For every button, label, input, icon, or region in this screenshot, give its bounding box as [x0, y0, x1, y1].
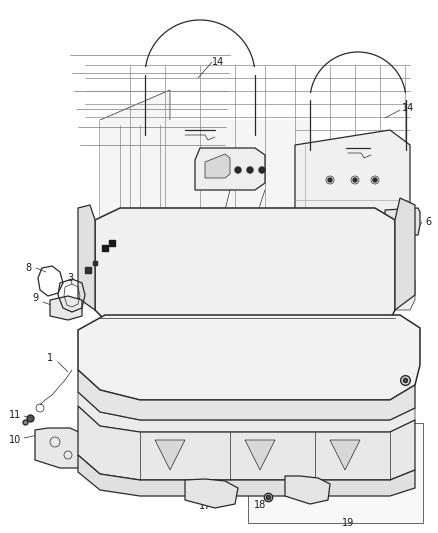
Text: 12: 12 — [349, 285, 361, 295]
Text: 10: 10 — [9, 435, 21, 445]
Text: 11: 11 — [9, 410, 21, 420]
Polygon shape — [205, 154, 230, 178]
Text: 2: 2 — [97, 313, 103, 323]
Circle shape — [362, 292, 368, 298]
Circle shape — [259, 167, 265, 173]
Text: 17: 17 — [199, 501, 211, 511]
Text: 16: 16 — [149, 448, 161, 458]
Text: 5: 5 — [359, 377, 365, 387]
Polygon shape — [78, 455, 415, 496]
Text: 14: 14 — [402, 103, 414, 113]
Polygon shape — [195, 148, 265, 190]
Polygon shape — [50, 296, 82, 320]
Polygon shape — [185, 479, 238, 508]
Polygon shape — [260, 415, 318, 470]
Text: 3: 3 — [67, 273, 73, 283]
Polygon shape — [78, 392, 415, 432]
Polygon shape — [95, 208, 395, 340]
Text: 6: 6 — [425, 217, 431, 227]
Polygon shape — [255, 215, 292, 248]
Text: 7: 7 — [87, 235, 93, 245]
Circle shape — [395, 292, 401, 298]
Text: 15: 15 — [332, 243, 344, 253]
Circle shape — [328, 178, 332, 182]
Polygon shape — [330, 412, 385, 468]
Polygon shape — [355, 252, 410, 285]
Text: 9: 9 — [32, 293, 38, 303]
Polygon shape — [330, 440, 360, 470]
Text: 14: 14 — [212, 57, 224, 67]
Text: 1: 1 — [47, 353, 53, 363]
Polygon shape — [100, 120, 310, 240]
Circle shape — [353, 178, 357, 182]
Polygon shape — [295, 130, 410, 280]
Polygon shape — [350, 280, 415, 310]
Circle shape — [235, 167, 241, 173]
Text: 9: 9 — [342, 305, 348, 315]
Polygon shape — [78, 315, 420, 400]
Polygon shape — [155, 440, 185, 470]
Text: 18: 18 — [254, 500, 266, 510]
Circle shape — [326, 254, 333, 262]
FancyBboxPatch shape — [248, 423, 423, 523]
Polygon shape — [35, 428, 85, 468]
Polygon shape — [78, 370, 415, 420]
Polygon shape — [78, 205, 95, 310]
Polygon shape — [100, 90, 170, 240]
Circle shape — [373, 178, 377, 182]
Polygon shape — [78, 406, 415, 480]
Text: 4: 4 — [99, 255, 105, 265]
Polygon shape — [395, 198, 415, 310]
Polygon shape — [210, 215, 255, 245]
Polygon shape — [285, 476, 330, 504]
Text: 19: 19 — [342, 518, 354, 528]
Polygon shape — [245, 440, 275, 470]
Text: 8: 8 — [25, 263, 31, 273]
Circle shape — [247, 167, 253, 173]
Circle shape — [379, 292, 385, 298]
Polygon shape — [385, 208, 420, 235]
